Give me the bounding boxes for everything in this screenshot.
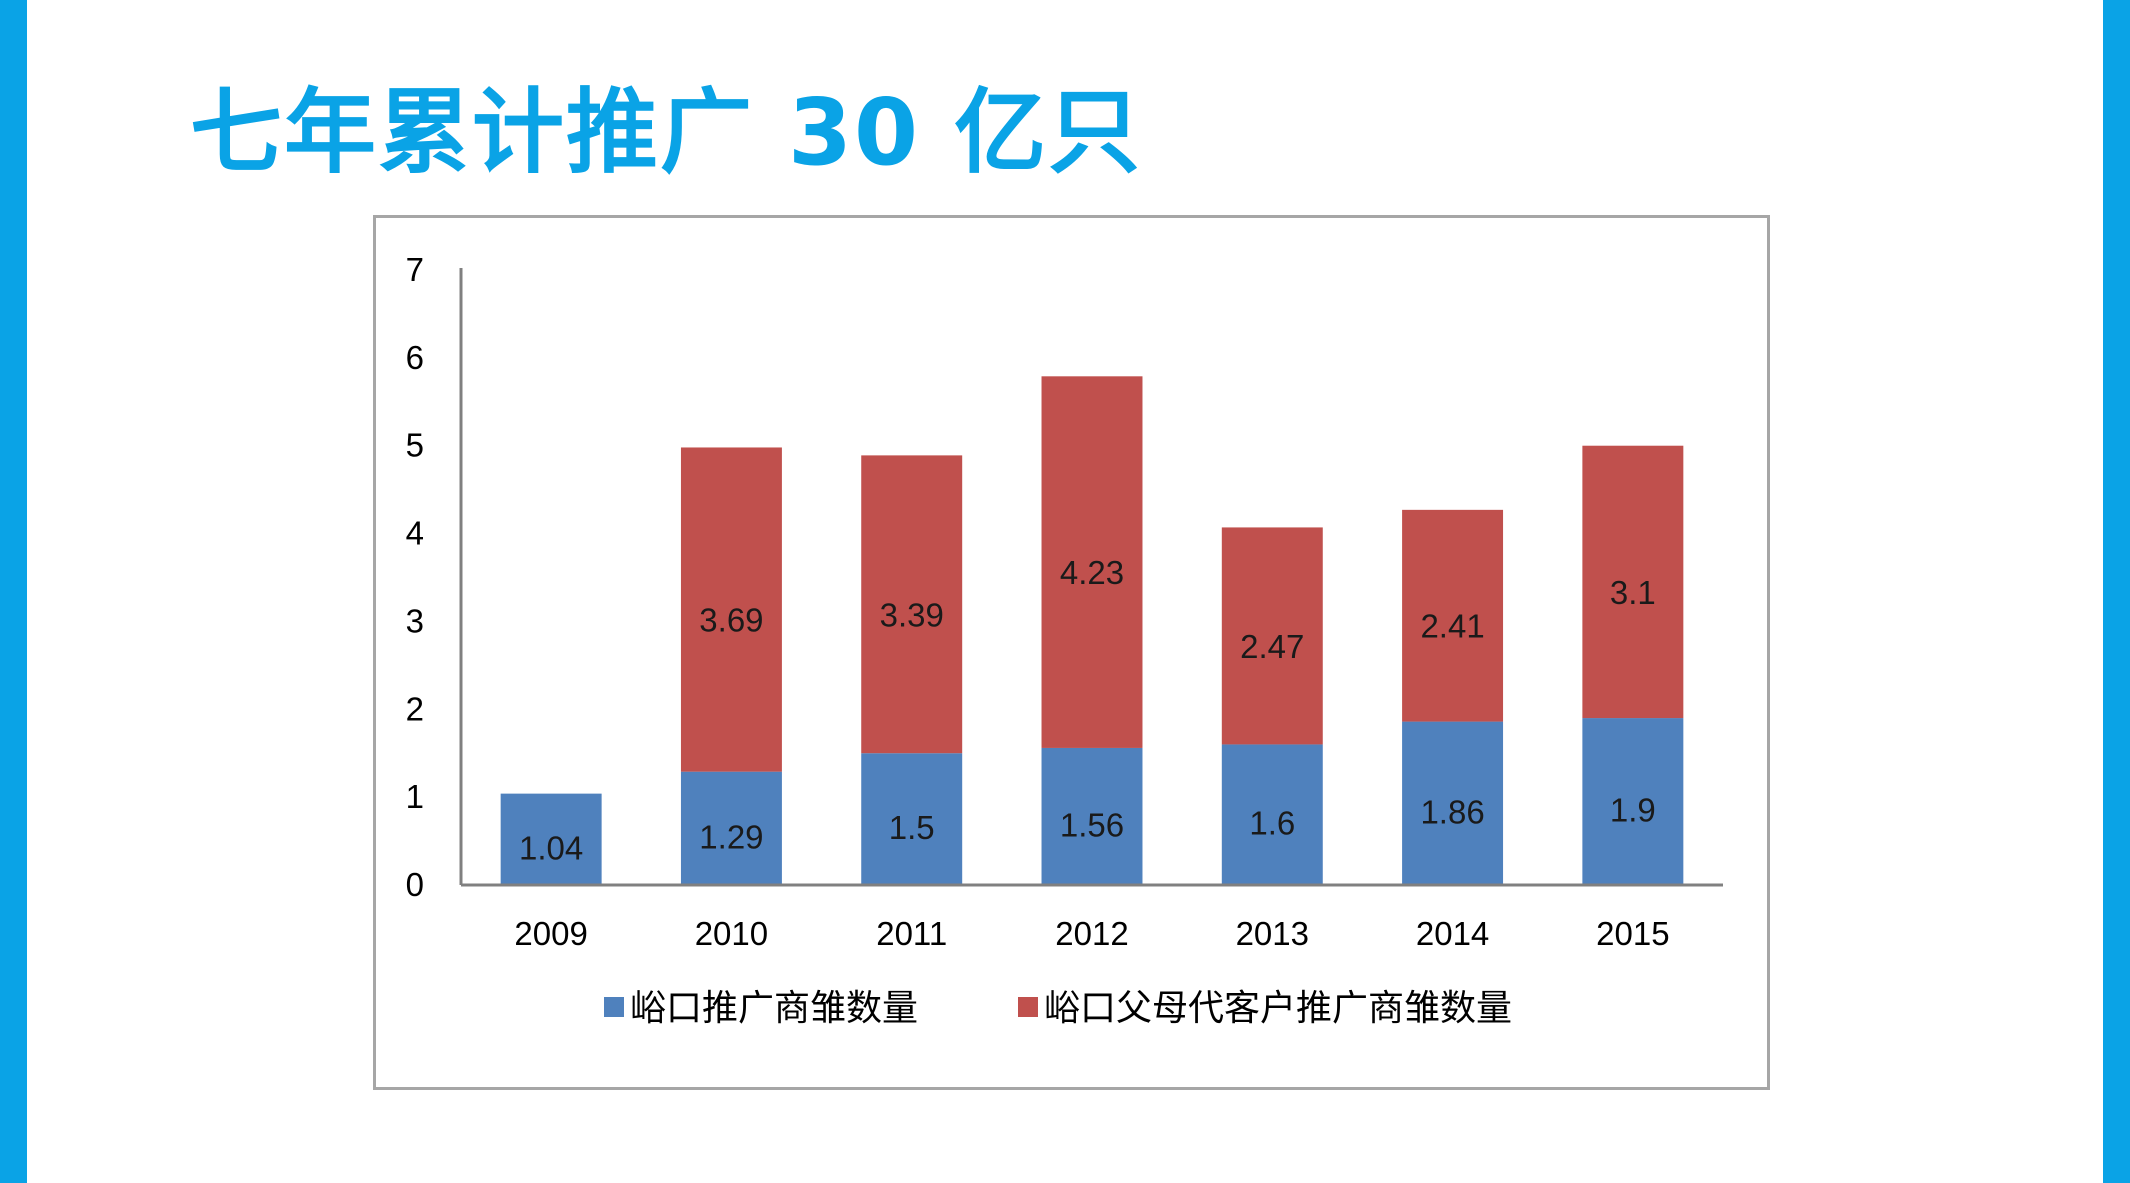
- x-tick-label: 2010: [695, 915, 768, 952]
- y-tick-label: 4: [406, 515, 424, 552]
- data-label: 3.69: [699, 602, 763, 639]
- value-labels-group: 1.04 1.29 3.69 1.5 3.39 1.56 4.23 1.6 2.47 1.86 2.…: [519, 554, 1656, 866]
- legend-swatch-blue: [604, 997, 624, 1017]
- data-label: 1.04: [519, 829, 583, 866]
- y-tick-label: 3: [406, 602, 424, 639]
- data-label: 1.29: [699, 818, 763, 855]
- x-tick-label: 2012: [1055, 915, 1128, 952]
- data-label: 1.9: [1610, 792, 1656, 829]
- legend: 峪口推广商雏数量 峪口父母代客户推广商雏数量: [604, 987, 1512, 1028]
- bar-red-2013: [1221, 527, 1323, 745]
- legend-label: 峪口父母代客户推广商雏数量: [1044, 987, 1512, 1028]
- bar-blue-2013: [1221, 744, 1323, 885]
- y-tick-label: 5: [406, 427, 424, 464]
- data-label: 1.5: [889, 809, 935, 846]
- data-label: 2.41: [1420, 608, 1484, 645]
- y-tick-label: 7: [406, 251, 424, 288]
- x-tick-label: 2011: [876, 915, 947, 952]
- bars-group: [500, 376, 1684, 885]
- bar-blue-2012: [1041, 747, 1143, 885]
- y-tick-label: 1: [406, 778, 424, 815]
- data-label: 1.56: [1060, 806, 1124, 843]
- bar-blue-2009: [500, 793, 602, 885]
- y-tick-label: 2: [406, 690, 424, 727]
- stacked-bar-chart: 1.04 1.29 3.69 1.5 3.39 1.56 4.23 1.6 2.47 1.86 2.…: [406, 251, 1723, 1028]
- data-label: 3.39: [880, 596, 944, 633]
- chart-frame: 1.04 1.29 3.69 1.5 3.39 1.56 4.23 1.6 2.47 1.86 2.…: [373, 215, 1770, 1090]
- legend-label: 峪口推广商雏数量: [630, 987, 918, 1028]
- right-accent-bar: [2103, 0, 2130, 1183]
- x-tick-label: 2009: [514, 915, 587, 952]
- y-tick-labels-group: 0 1 2 3 4 5 6 7: [406, 251, 424, 903]
- bar-blue-2014: [1402, 721, 1504, 885]
- slide-title: 七年累计推广 30 亿只: [190, 79, 1143, 186]
- bar-red-2012: [1041, 376, 1143, 748]
- x-tick-label: 2015: [1596, 915, 1669, 952]
- y-tick-label: 0: [406, 866, 424, 903]
- bar-red-2011: [861, 455, 963, 754]
- x-tick-label: 2013: [1236, 915, 1309, 952]
- y-tick-label: 6: [406, 339, 424, 376]
- bar-red-2015: [1582, 445, 1684, 719]
- bar-blue-2011: [861, 753, 963, 885]
- x-tick-labels-group: 2009 2010 2011 2012 2013 2014 2015: [514, 915, 1669, 952]
- data-label: 1.6: [1249, 805, 1295, 842]
- data-label: 4.23: [1060, 554, 1124, 591]
- data-label: 3.1: [1610, 574, 1656, 611]
- bar-blue-2015: [1582, 718, 1684, 885]
- data-label: 2.47: [1240, 628, 1304, 665]
- left-accent-bar: [0, 0, 27, 1183]
- bar-blue-2010: [680, 771, 782, 885]
- x-tick-label: 2014: [1416, 915, 1489, 952]
- bar-red-2014: [1402, 509, 1504, 722]
- bar-red-2010: [680, 447, 782, 772]
- axes-group: [459, 268, 1723, 887]
- legend-swatch-red: [1018, 997, 1038, 1017]
- data-label: 1.86: [1420, 793, 1484, 830]
